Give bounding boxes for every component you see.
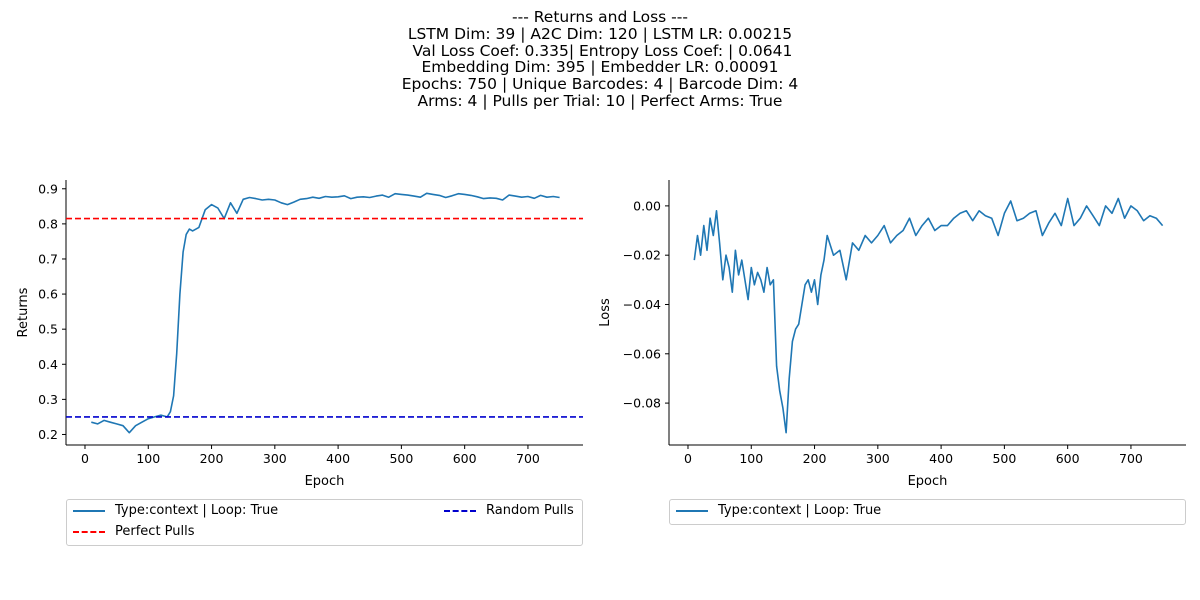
legend-label: Type:context | Loop: True — [115, 503, 279, 518]
y-tick-label: 0.6 — [38, 287, 58, 302]
x-tick-label: 600 — [1056, 451, 1080, 466]
y-tick-label: −0.06 — [623, 346, 661, 361]
x-tick-label: 700 — [516, 451, 540, 466]
y-tick-label: −0.08 — [623, 396, 661, 411]
x-tick-label: 0 — [684, 451, 692, 466]
x-tick-label: 100 — [136, 451, 160, 466]
y-tick-label: 0.5 — [38, 322, 58, 337]
returns-axes: 0 100 200 300 400 500 600 700 0.2 0.3 0.4 0.5 0.6 0.7… — [16, 180, 583, 489]
title-line: Embedding Dim: 395 | Embedder LR: 0.0009… — [421, 58, 779, 77]
series-line — [91, 192, 560, 434]
legend-entry-series: Type:context | Loop: True — [676, 503, 881, 518]
y-tick-label: 0.9 — [38, 181, 58, 196]
x-tick-label: 400 — [326, 451, 350, 466]
y-tick-label: 0.00 — [633, 198, 661, 213]
x-tick-label: 300 — [866, 451, 890, 466]
legend-line-dashed — [73, 530, 105, 533]
loss-axes: 0 100 200 300 400 500 600 700 0.00 −0.02 −0.04 −0.0… — [598, 180, 1186, 489]
legend-line-solid — [676, 509, 708, 512]
title-line: Arms: 4 | Pulls per Trial: 10 | Perfect … — [417, 91, 783, 110]
legend-line-dashed — [444, 509, 476, 512]
y-axis-label: Loss — [598, 298, 613, 327]
title-line: Epochs: 750 | Unique Barcodes: 4 | Barco… — [401, 75, 799, 94]
y-axis-label: Returns — [16, 287, 31, 337]
x-tick-label: 500 — [389, 451, 413, 466]
x-tick-label: 200 — [200, 451, 224, 466]
y-tick-label: −0.04 — [623, 297, 661, 312]
x-tick-label: 300 — [263, 451, 287, 466]
legend-entry-series: Type:context | Loop: True — [73, 503, 278, 518]
y-tick-label: 0.3 — [38, 392, 58, 407]
x-tick-label: 700 — [1119, 451, 1143, 466]
returns-legend: Type:context | Loop: True Random Pulls P… — [66, 499, 583, 546]
legend-label: Perfect Pulls — [115, 524, 195, 539]
loss-legend: Type:context | Loop: True — [669, 499, 1186, 525]
x-axis-label: Epoch — [305, 474, 345, 489]
x-tick-label: 200 — [803, 451, 827, 466]
y-tick-label: 0.7 — [38, 251, 58, 266]
y-tick-label: 0.8 — [38, 216, 58, 231]
x-tick-label: 100 — [739, 451, 763, 466]
title-line: LSTM Dim: 39 | A2C Dim: 120 | LSTM LR: 0… — [407, 24, 793, 43]
legend-label: Random Pulls — [486, 503, 574, 518]
x-tick-label: 400 — [929, 451, 953, 466]
legend-line-solid — [73, 509, 105, 512]
legend-entry-perfect: Perfect Pulls — [73, 524, 195, 539]
x-tick-label: 0 — [81, 451, 89, 466]
legend-entry-random: Random Pulls — [444, 503, 574, 518]
series-line — [693, 197, 1164, 434]
figure-title: --- Returns and Loss --- LSTM Dim: 39 | … — [0, 9, 1200, 110]
x-tick-label: 600 — [453, 451, 477, 466]
y-tick-label: −0.02 — [623, 248, 661, 263]
title-line: --- Returns and Loss --- — [512, 8, 688, 26]
y-tick-label: 0.2 — [38, 427, 58, 442]
title-line: Val Loss Coef: 0.335| Entropy Loss Coef:… — [407, 41, 793, 60]
y-tick-label: 0.4 — [38, 357, 58, 372]
x-axis-label: Epoch — [908, 474, 948, 489]
x-tick-label: 500 — [992, 451, 1016, 466]
legend-label: Type:context | Loop: True — [718, 503, 882, 518]
